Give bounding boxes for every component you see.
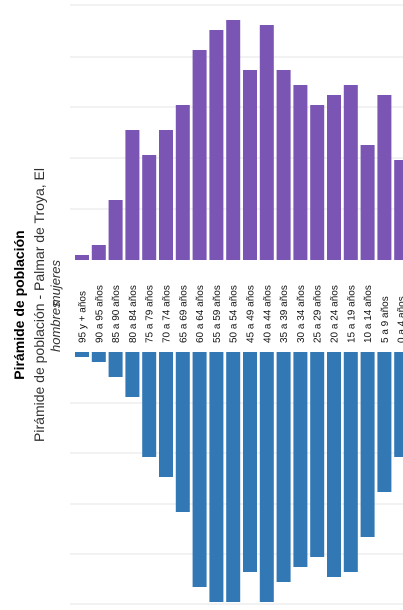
tick-label-age-group: 15 a 19 años (346, 285, 357, 343)
bar-mujeres-1 (91, 245, 106, 260)
bar-hombres-6 (175, 352, 190, 512)
bar-mujeres-17 (360, 145, 375, 260)
bar-hombres-14 (310, 352, 325, 557)
bar-mujeres-14 (310, 105, 325, 260)
tick-label-age-group: 85 a 90 años (111, 285, 122, 343)
tick-label-age-group: 10 a 14 años (363, 285, 374, 343)
series-label-male: hombres (48, 301, 63, 352)
bar-mujeres-2 (108, 200, 123, 260)
bar-hombres-13 (293, 352, 308, 567)
bar-hombres-5 (159, 352, 173, 477)
bar-mujeres-18 (377, 95, 392, 260)
bar-mujeres-4 (142, 155, 157, 260)
bar-mujeres-16 (343, 85, 358, 260)
bar-hombres-0 (75, 352, 89, 357)
bar-hombres-11 (259, 352, 274, 602)
bar-hombres-12 (276, 352, 291, 582)
bar-mujeres-15 (327, 95, 341, 260)
bar-mujeres-7 (192, 50, 207, 260)
tick-label-age-group: 60 a 64 años (195, 285, 206, 343)
bar-hombres-10 (243, 352, 257, 572)
bar-mujeres-13 (293, 85, 308, 260)
bar-hombres-3 (125, 352, 140, 397)
bar-hombres-8 (209, 352, 224, 602)
tick-label-age-group: 70 a 74 años (162, 285, 173, 343)
bar-hombres-2 (108, 352, 123, 377)
tick-label-age-group: 25 a 29 años (313, 285, 324, 343)
tick-label-age-group: 40 a 44 años (262, 285, 273, 343)
chart-subtitle: Pirámide de población - Palmar de Troya,… (31, 168, 47, 442)
bar-mujeres-12 (276, 70, 291, 260)
bar-mujeres-5 (159, 130, 173, 260)
bar-hombres-16 (343, 352, 358, 572)
tick-label-age-group: 30 a 34 años (296, 285, 307, 343)
tick-label-age-group: 0 a 4 años (397, 296, 403, 343)
tick-label-age-group: 65 a 69 años (178, 285, 189, 343)
chart-title: Pirámide de población (11, 230, 27, 379)
tick-label-age-group: 55 a 59 años (212, 285, 223, 343)
bar-mujeres-19 (394, 160, 403, 260)
tick-label-age-group: 75 a 79 años (145, 285, 156, 343)
bar-hombres-9 (226, 352, 241, 602)
tick-label-age-group: 90 a 95 años (94, 285, 105, 343)
bar-mujeres-11 (259, 25, 274, 260)
bar-hombres-4 (142, 352, 157, 457)
bar-hombres-18 (377, 352, 392, 492)
age-group-tick-labels: 95 y + años 90 a 95 años 85 a 90 años 80 a … (78, 285, 403, 343)
tick-label-age-group: 95 y + años (78, 291, 89, 343)
tick-label-age-group: 5 a 9 años (380, 296, 391, 343)
bar-hombres-1 (91, 352, 106, 362)
tick-label-age-group: 50 a 54 años (229, 285, 240, 343)
series-label-female: mujeres (48, 260, 63, 307)
bar-mujeres-8 (209, 30, 224, 260)
bar-mujeres-0 (75, 255, 89, 260)
tick-label-age-group: 35 a 39 años (279, 285, 290, 343)
bar-hombres-7 (192, 352, 207, 587)
bar-mujeres-6 (175, 105, 190, 260)
bar-hombres-19 (394, 352, 403, 457)
male-bars (75, 352, 403, 602)
bar-hombres-15 (327, 352, 341, 577)
bar-mujeres-3 (125, 130, 140, 260)
bar-hombres-17 (360, 352, 375, 537)
tick-label-age-group: 20 a 24 años (330, 285, 341, 343)
tick-label-age-group: 80 a 84 años (128, 285, 139, 343)
bar-mujeres-10 (243, 70, 257, 260)
bar-mujeres-9 (226, 20, 241, 260)
tick-label-age-group: 45 a 49 años (246, 285, 257, 343)
female-bars (75, 20, 403, 260)
